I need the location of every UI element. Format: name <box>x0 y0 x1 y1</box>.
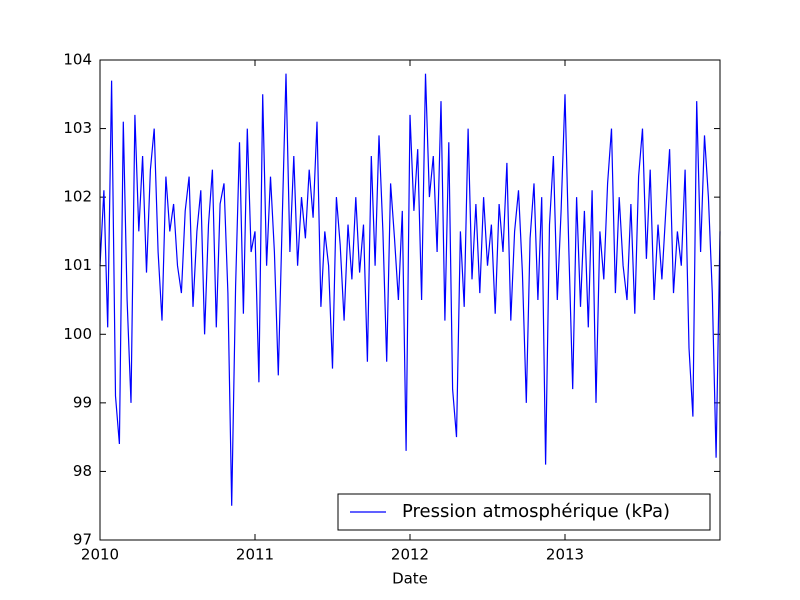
y-tick-label: 98 <box>73 462 92 480</box>
y-tick-label: 100 <box>63 325 92 343</box>
legend-box <box>337 493 711 531</box>
y-tick-label: 104 <box>63 51 92 69</box>
x-tick-label: 2012 <box>391 546 429 564</box>
x-axis-label: Date <box>392 570 428 588</box>
y-tick-label: 103 <box>63 119 92 137</box>
x-tick-label: 2010 <box>81 546 119 564</box>
x-tick-label: 2013 <box>546 546 584 564</box>
legend-label: Pression atmosphérique (kPa) <box>402 501 670 522</box>
y-tick-label: 101 <box>63 256 92 274</box>
data-line <box>99 73 721 506</box>
plot-frame <box>99 59 721 541</box>
y-tick-label: 99 <box>73 393 92 411</box>
y-tick-label: 102 <box>63 188 92 206</box>
x-tick-label: 2011 <box>236 546 274 564</box>
y-tick-label: 97 <box>73 531 92 549</box>
